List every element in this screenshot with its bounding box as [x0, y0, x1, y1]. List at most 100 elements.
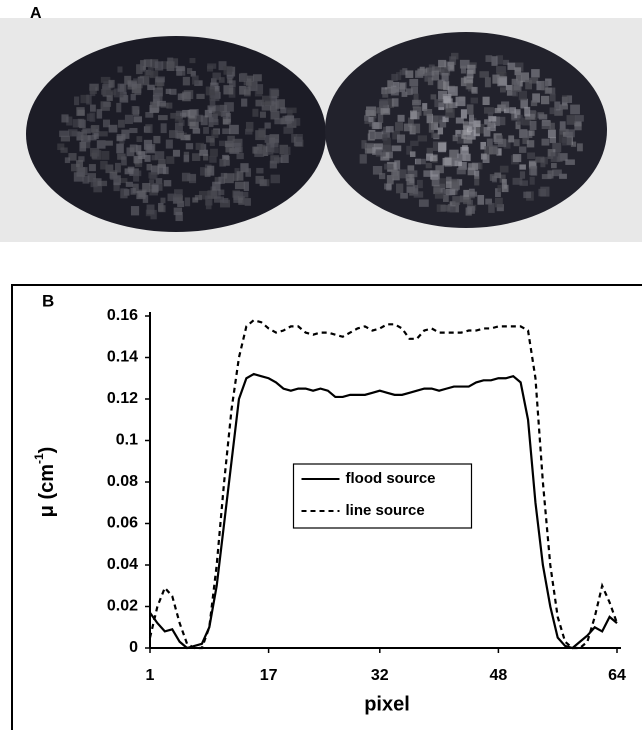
- speckle: [87, 173, 96, 183]
- speckle: [361, 140, 367, 149]
- speckle: [503, 107, 510, 114]
- speckle: [508, 135, 515, 143]
- speckle: [81, 130, 88, 140]
- speckle: [259, 179, 267, 186]
- speckle: [466, 129, 476, 140]
- speckle: [254, 91, 263, 97]
- speckle: [541, 80, 549, 91]
- x-tick-label: 48: [489, 667, 507, 684]
- speckle: [90, 86, 96, 97]
- speckle: [240, 163, 249, 173]
- speckle: [60, 135, 71, 142]
- speckle: [394, 160, 401, 170]
- speckle: [531, 69, 540, 78]
- speckle: [384, 87, 395, 94]
- speckle: [180, 135, 190, 141]
- speckle: [518, 90, 528, 101]
- speckle: [71, 163, 80, 172]
- speckle: [445, 108, 455, 118]
- speckle: [529, 120, 537, 131]
- speckle: [456, 167, 466, 175]
- speckle: [67, 129, 78, 137]
- speckle: [462, 145, 468, 151]
- speckle: [273, 157, 283, 163]
- speckle: [153, 87, 163, 97]
- speckle: [455, 129, 461, 137]
- speckle: [452, 196, 461, 206]
- speckle: [158, 159, 166, 168]
- speckle: [133, 170, 142, 177]
- speckle: [210, 78, 217, 85]
- speckle: [233, 191, 243, 201]
- speckle: [175, 211, 183, 222]
- speckle: [529, 176, 535, 185]
- legend-box: [292, 463, 473, 529]
- speckle: [422, 103, 428, 111]
- speckle: [219, 158, 226, 167]
- speckle: [479, 71, 489, 78]
- speckle: [161, 61, 168, 69]
- speckle: [459, 59, 470, 69]
- speckle: [80, 94, 90, 104]
- speckle: [114, 162, 121, 173]
- speckle: [189, 121, 199, 129]
- speckle: [119, 178, 128, 184]
- speckle: [530, 165, 538, 176]
- speckle: [519, 164, 526, 170]
- speckle: [440, 204, 451, 212]
- panel-label: A: [30, 5, 42, 22]
- speckle: [401, 91, 408, 97]
- speckle: [207, 190, 217, 199]
- speckle: [495, 188, 501, 198]
- speckle: [439, 183, 446, 194]
- speckle: [124, 114, 133, 124]
- speckle: [175, 131, 185, 139]
- speckle: [158, 115, 168, 121]
- speckle: [382, 89, 389, 98]
- speckle: [499, 87, 506, 93]
- speckle: [386, 183, 392, 191]
- speckle: [455, 117, 464, 124]
- y-label-suffix: ): [36, 447, 58, 454]
- speckle: [205, 135, 215, 143]
- speckle: [468, 163, 479, 171]
- speckle: [225, 113, 232, 123]
- speckle: [484, 146, 493, 155]
- speckle: [396, 72, 402, 80]
- speckle: [371, 122, 380, 130]
- speckle: [238, 191, 249, 198]
- speckle: [90, 125, 96, 133]
- speckle: [223, 156, 230, 166]
- speckle: [227, 77, 233, 84]
- speckle: [530, 100, 538, 107]
- speckle: [412, 185, 418, 194]
- y-tick-label: 0.14: [107, 349, 138, 366]
- speckle: [72, 119, 82, 128]
- speckle: [391, 73, 398, 81]
- speckle: [431, 154, 438, 162]
- speckle: [283, 126, 294, 134]
- speckle: [383, 137, 391, 146]
- speckle: [364, 142, 374, 150]
- speckle: [559, 121, 566, 131]
- speckle: [59, 130, 69, 138]
- speckle: [549, 87, 556, 95]
- speckle: [172, 149, 181, 157]
- speckle: [226, 71, 234, 79]
- speckle: [240, 72, 247, 82]
- speckle: [93, 185, 103, 193]
- speckle: [463, 196, 472, 205]
- speckle: [549, 93, 556, 102]
- speckle: [177, 67, 186, 76]
- speckle: [467, 64, 476, 74]
- speckle: [423, 109, 433, 116]
- speckle: [396, 134, 406, 143]
- speckle: [438, 90, 448, 101]
- speckle: [443, 96, 451, 103]
- speckle: [549, 107, 557, 115]
- speckle: [113, 175, 121, 186]
- speckle: [130, 188, 136, 195]
- speckle: [121, 129, 130, 139]
- speckle: [495, 116, 506, 126]
- speckle: [377, 113, 384, 123]
